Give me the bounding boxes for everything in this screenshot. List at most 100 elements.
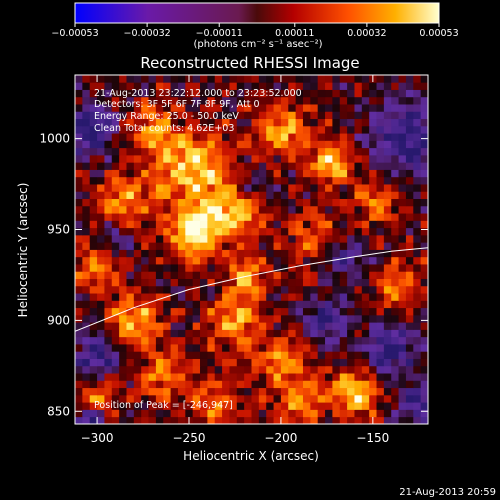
heatmap-cell <box>236 125 245 134</box>
heatmap-cell <box>420 104 428 112</box>
heatmap-cell <box>391 104 399 112</box>
heatmap-cell <box>126 307 135 316</box>
heatmap-cell <box>236 242 245 250</box>
heatmap-cell <box>325 111 333 120</box>
heatmap-cell <box>200 300 208 309</box>
heatmap-cell <box>104 307 113 316</box>
heatmap-cell <box>273 96 282 105</box>
heatmap-cell <box>413 242 422 250</box>
heatmap-cell <box>258 264 267 272</box>
heatmap-cell <box>89 234 98 243</box>
heatmap-cell <box>163 118 171 127</box>
heatmap-cell <box>119 293 127 301</box>
heatmap-cell <box>258 176 267 185</box>
heatmap-cell <box>398 380 407 389</box>
heatmap-cell <box>97 147 105 156</box>
heatmap-cell <box>251 380 260 389</box>
heatmap-cell <box>405 118 414 127</box>
heatmap-cell <box>104 344 113 352</box>
heatmap-cell <box>391 256 399 265</box>
heatmap-cell <box>280 213 289 221</box>
heatmap-cell <box>280 278 289 287</box>
heatmap-cell <box>420 227 428 236</box>
heatmap-cell <box>251 344 260 352</box>
heatmap-cell <box>119 125 127 134</box>
heatmap-cell <box>325 278 333 287</box>
heatmap-cell <box>369 133 377 141</box>
heatmap-cell <box>133 96 142 105</box>
heatmap-cell <box>273 256 282 265</box>
heatmap-cell <box>126 409 135 418</box>
heatmap-cell <box>369 176 377 185</box>
heatmap-cell <box>391 191 399 199</box>
heatmap-cell <box>155 344 164 352</box>
heatmap-cell <box>148 336 157 345</box>
heatmap-cell <box>119 285 127 294</box>
heatmap-cell <box>163 125 171 134</box>
y-tick-label: 1000 <box>39 132 70 146</box>
heatmap-cell <box>376 264 385 272</box>
heatmap-cell <box>200 402 208 410</box>
heatmap-cell <box>339 96 348 105</box>
heatmap-cell <box>347 213 355 221</box>
heatmap-cell <box>200 249 208 258</box>
heatmap-cell <box>163 220 171 229</box>
heatmap-cell <box>413 394 422 403</box>
heatmap-cell <box>420 416 428 424</box>
heatmap-cell <box>133 104 142 112</box>
heatmap-cell <box>339 409 348 418</box>
heatmap-cell <box>302 314 311 323</box>
colorbar-tick-label: 0.00032 <box>347 28 386 39</box>
heatmap-cell <box>177 176 186 185</box>
heatmap-cell <box>155 234 164 243</box>
heatmap-cell <box>155 409 164 418</box>
heatmap-cell <box>177 162 186 170</box>
heatmap-cell <box>317 293 326 301</box>
heatmap-cell <box>111 96 120 105</box>
heatmap-cell <box>405 322 414 330</box>
heatmap-cell <box>354 416 363 424</box>
heatmap-cell <box>244 169 252 178</box>
heatmap-cell <box>369 125 377 134</box>
heatmap-cell <box>185 96 194 105</box>
heatmap-cell <box>398 271 407 279</box>
heatmap-cell <box>332 133 341 141</box>
heatmap-cell <box>295 314 304 323</box>
heatmap-cell <box>347 416 355 424</box>
heatmap-cell <box>288 365 297 374</box>
heatmap-cell <box>405 278 414 287</box>
heatmap-cell <box>207 75 216 83</box>
heatmap-cell <box>111 82 120 90</box>
heatmap-cell <box>361 344 370 352</box>
heatmap-cell <box>170 285 179 294</box>
heatmap-cell <box>155 213 164 221</box>
heatmap-cell <box>82 169 91 178</box>
x-axis: −300 −250 −200 −150 <box>81 75 389 445</box>
heatmap-cell <box>398 402 407 410</box>
heatmap-cell <box>155 89 164 98</box>
heatmap-cell <box>155 118 164 127</box>
heatmap-cell <box>133 118 142 127</box>
heatmap-cell <box>133 242 142 250</box>
heatmap-cell <box>170 75 179 83</box>
heatmap-cell <box>141 220 149 229</box>
heatmap-cell <box>229 242 238 250</box>
heatmap-cell <box>207 111 216 120</box>
heatmap-cell <box>398 416 407 424</box>
heatmap-cell <box>288 416 297 424</box>
heatmap-cell <box>97 300 105 309</box>
heatmap-cell <box>376 387 385 396</box>
heatmap-cell <box>155 365 164 374</box>
heatmap-cell <box>170 242 179 250</box>
heatmap-cell <box>266 154 274 163</box>
heatmap-cell <box>214 264 223 272</box>
heatmap-cell <box>302 96 311 105</box>
heatmap-cell <box>354 329 363 338</box>
heatmap-cell <box>82 133 91 141</box>
heatmap-cell <box>126 329 135 338</box>
heatmap-cell <box>369 365 377 374</box>
heatmap-cell <box>383 394 392 403</box>
heatmap-cell <box>420 307 428 316</box>
heatmap-cell <box>155 387 164 396</box>
heatmap-cell <box>295 300 304 309</box>
